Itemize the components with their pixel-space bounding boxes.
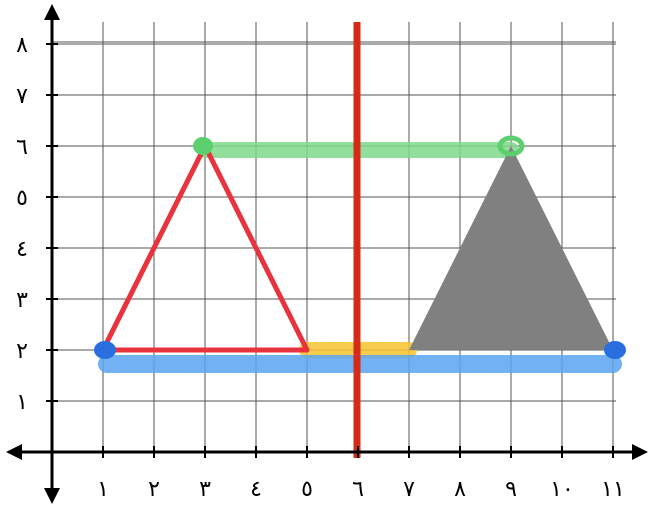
y-axis-down-arrow-icon xyxy=(44,488,60,504)
y-tick-label: ٨ xyxy=(16,33,28,58)
x-tick-label: ٨ xyxy=(454,477,466,502)
x-tick-label: ١٠ xyxy=(550,477,574,502)
x-tick-label: ٢ xyxy=(148,477,160,502)
x-tick-label: ٧ xyxy=(403,477,415,502)
blue-dot-left xyxy=(94,341,116,359)
x-tick-label: ٦ xyxy=(352,477,364,502)
endpoint-dots xyxy=(94,135,626,359)
x-tick-label: ٣ xyxy=(199,477,211,502)
y-tick-labels: ١ ٢ ٣ ٤ ٥ ٦ ٧ ٨ xyxy=(16,33,28,415)
y-tick-label: ٧ xyxy=(16,84,28,109)
y-tick-label: ١ xyxy=(16,390,28,415)
x-axis-right-arrow-icon xyxy=(632,444,648,460)
green-dot-left xyxy=(193,137,213,155)
red-triangle xyxy=(100,143,310,353)
x-tick-label: ٩ xyxy=(505,477,517,502)
x-tick-label: ٤ xyxy=(250,477,262,502)
y-tick-label: ٦ xyxy=(16,135,28,160)
x-axis-left-arrow-icon xyxy=(6,444,22,460)
y-axis-up-arrow-icon xyxy=(44,4,60,20)
y-tick-label: ٣ xyxy=(16,288,28,313)
y-tick-label: ٤ xyxy=(16,237,28,262)
x-tick-labels: ١ ٢ ٣ ٤ ٥ ٦ ٧ ٨ ٩ ١٠ ١١ xyxy=(97,477,625,502)
y-tick-label: ٢ xyxy=(16,339,28,364)
x-tick-label: ١ xyxy=(97,477,109,502)
y-tick-label: ٥ xyxy=(16,186,28,211)
x-tick-label: ١١ xyxy=(601,477,625,502)
axes xyxy=(6,4,648,504)
x-tick-label: ٥ xyxy=(301,477,313,502)
gray-triangle xyxy=(409,146,613,350)
blue-dot-right xyxy=(604,341,626,359)
green-dot-right xyxy=(497,135,525,157)
